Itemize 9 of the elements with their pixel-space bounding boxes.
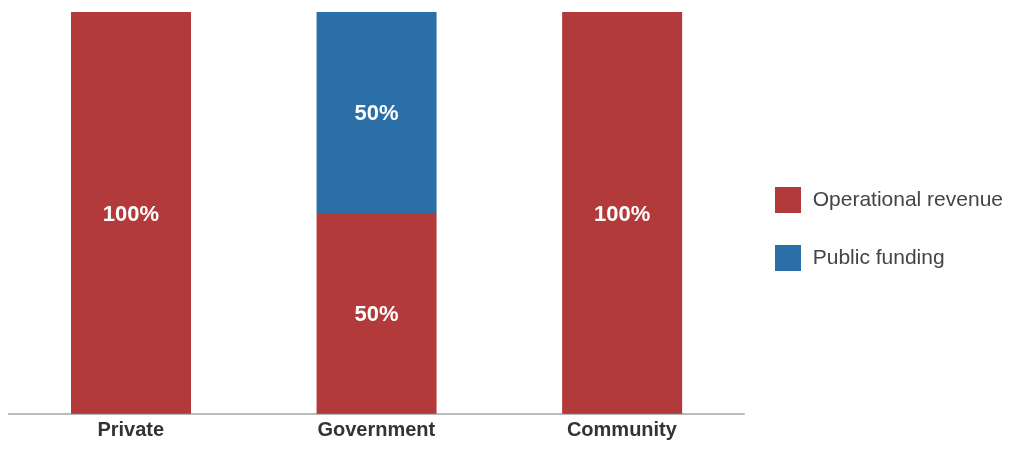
- x-tick-label: Private: [97, 418, 165, 441]
- legend-label: Operational revenue: [812, 187, 1003, 210]
- data-label: 100%: [593, 200, 651, 226]
- x-tick-label: Government: [317, 418, 436, 441]
- data-label: 50%: [354, 100, 399, 126]
- x-tick-label: Community: [566, 418, 678, 441]
- data-label: 50%: [354, 301, 399, 327]
- legend-label: Public funding: [812, 245, 945, 268]
- data-label: 100%: [102, 200, 160, 226]
